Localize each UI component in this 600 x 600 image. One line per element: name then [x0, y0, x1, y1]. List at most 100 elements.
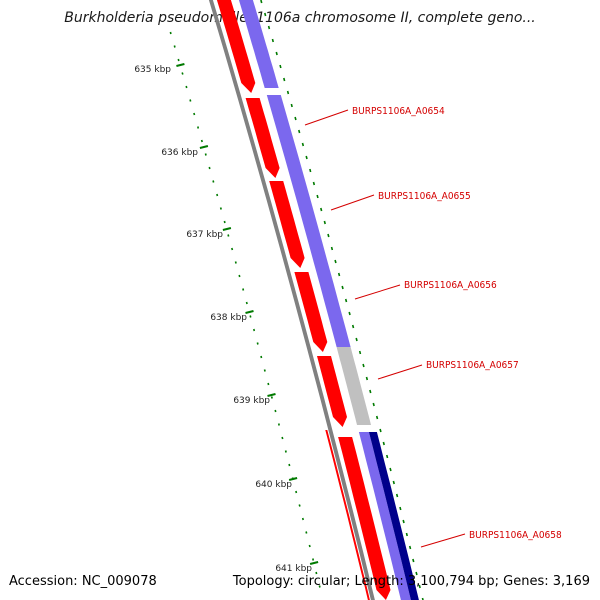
- major-tick-mark: [309, 561, 319, 565]
- gc-skew-dot: [318, 585, 321, 588]
- gc-content-dash: [418, 584, 421, 589]
- gene-label-a0654[interactable]: BURPS1106A_A0654: [352, 106, 445, 117]
- gene-leader-line: [330, 194, 375, 211]
- gc-skew-dot: [219, 207, 222, 210]
- cds-arrow: [294, 272, 328, 352]
- genome-stats-text: Topology: circular; Length: 3,100,794 bp…: [232, 574, 590, 589]
- map-title: Burkholderia pseudomallei 1106a chromoso…: [64, 10, 536, 26]
- gc-content-dash: [330, 246, 334, 251]
- gc-content-dash: [351, 324, 355, 329]
- major-tick-mark: [288, 477, 298, 481]
- gc-content-dash: [412, 558, 415, 563]
- tick-label-636-kbp: 636 kbp: [161, 148, 198, 158]
- gc-content-dash: [348, 311, 351, 316]
- gc-content-dash: [372, 402, 375, 407]
- gene-leader-line: [420, 533, 466, 548]
- cds-arrow: [338, 437, 391, 600]
- cds-arrow: [317, 356, 347, 427]
- gc-skew-dot: [242, 288, 245, 291]
- gc-content-dash: [320, 207, 323, 212]
- gc-content-dash: [415, 571, 418, 576]
- gc-skew-dot: [308, 544, 311, 548]
- gene-label-a0655[interactable]: BURPS1106A_A0655: [378, 191, 471, 202]
- gc-skew-dot: [295, 490, 298, 494]
- scale-ticks: 635 kbp 636 kbp 637 kbp 638 kbp 639 kbp …: [134, 65, 312, 574]
- cds-strand-line: [325, 430, 370, 600]
- gc-content-dash: [375, 415, 379, 420]
- tick-label-639-kbp: 639 kbp: [233, 396, 270, 406]
- gc-skew-dot: [301, 517, 304, 521]
- gc-content-dash: [341, 285, 344, 290]
- gc-content-dash: [379, 428, 382, 433]
- gc-content-dash: [309, 168, 312, 173]
- gene-leader-line: [304, 109, 349, 126]
- gc-content-dash: [334, 259, 337, 264]
- cds-arrow: [245, 98, 280, 178]
- gc-content-dash: [355, 337, 358, 342]
- gc-content-dash: [395, 493, 399, 498]
- tick-label-635-kbp: 635 kbp: [134, 65, 171, 75]
- gc-skew-dot: [253, 328, 256, 332]
- gc-skew-dot: [231, 247, 234, 251]
- gc-skew-dot: [298, 504, 301, 507]
- gc-content-dash: [337, 272, 341, 277]
- major-tick-mark: [222, 227, 232, 231]
- blast-hit-grey: [336, 347, 371, 425]
- gene-label-a0656[interactable]: BURPS1106A_A0656: [404, 280, 497, 291]
- gc-content-dash: [358, 350, 362, 355]
- blast-hit-track: [238, 0, 419, 600]
- gc-content-dash: [294, 116, 297, 121]
- gc-skew-dot: [249, 315, 252, 318]
- gc-skew-dot: [197, 126, 200, 129]
- gene-label-a0657[interactable]: BURPS1106A_A0657: [426, 360, 519, 371]
- gc-content-dash: [283, 77, 286, 82]
- gene-label-a0658[interactable]: BURPS1106A_A0658: [469, 530, 562, 541]
- gc-skew-dot: [284, 450, 287, 453]
- gc-content-dash: [382, 441, 385, 446]
- tick-label-638-kbp: 638 kbp: [210, 313, 247, 323]
- blast-hit-navy: [368, 432, 419, 600]
- gc-skew-dot: [169, 31, 172, 35]
- gc-skew-dot: [216, 193, 219, 197]
- blast-hit-purple: [238, 0, 279, 88]
- gc-skew-dot: [288, 463, 291, 467]
- accession-text: Accession: NC_009078: [9, 574, 157, 589]
- cds-arrow: [216, 0, 256, 93]
- major-tick-mark: [245, 310, 254, 314]
- major-tick-mark: [176, 63, 185, 67]
- gc-skew-dot: [256, 342, 259, 345]
- tick-label-641-kbp: 641 kbp: [275, 564, 312, 574]
- gc-content-dash: [301, 142, 305, 147]
- gc-content-dash: [286, 90, 290, 95]
- gc-skew-dot: [263, 369, 266, 372]
- gc-content-dash: [290, 103, 293, 108]
- gc-content-dash: [362, 363, 365, 368]
- major-tick-mark: [199, 145, 209, 149]
- gc-content-dash: [323, 220, 326, 225]
- backbone-line: [208, 0, 375, 600]
- cds-track: [216, 0, 391, 600]
- gc-skew-dot: [267, 382, 270, 386]
- blast-hit-purple: [358, 432, 411, 600]
- gc-skew-dot: [238, 274, 241, 278]
- gc-skew-dot: [193, 112, 196, 116]
- gc-content-dash: [327, 233, 330, 238]
- gene-labels: BURPS1106A_A0654 BURPS1106A_A0655 BURPS1…: [304, 106, 562, 548]
- gc-skew-dot: [270, 396, 273, 399]
- gc-content-dash: [264, 12, 267, 17]
- tick-label-640-kbp: 640 kbp: [255, 480, 292, 490]
- gc-skew-dot: [260, 355, 263, 359]
- gc-content-dash: [275, 51, 278, 56]
- tick-label-637-kbp: 637 kbp: [186, 230, 223, 240]
- gc-skew-dot: [189, 99, 192, 102]
- gene-leader-line: [354, 284, 401, 300]
- gc-content-dash: [312, 181, 316, 186]
- gene-leader-line: [377, 364, 423, 380]
- gc-content-dash: [271, 38, 274, 43]
- gc-skew-dot: [177, 58, 180, 62]
- gc-skew-dot: [245, 301, 248, 305]
- gc-content-dash: [402, 519, 405, 524]
- gc-skew-dot: [185, 85, 188, 89]
- gc-skew-dot: [204, 153, 207, 156]
- gc-content-dash: [408, 545, 412, 550]
